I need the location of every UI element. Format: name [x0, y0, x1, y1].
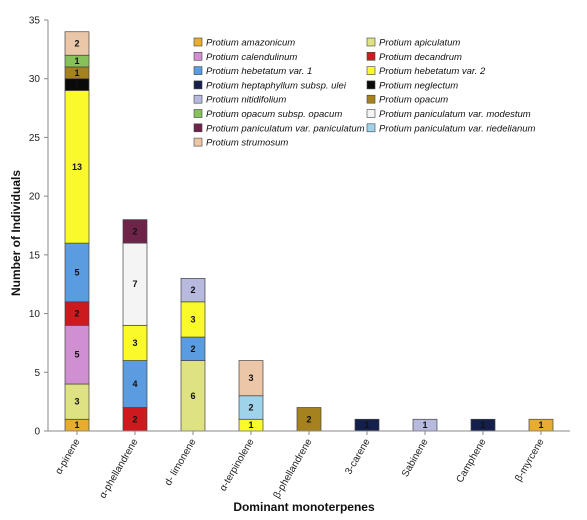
legend-label-protium-apiculatum: Protium apiculatum	[379, 38, 460, 49]
legend-swatch-protium-hebetatum-var-1	[193, 66, 203, 75]
x-tick-label: β-myrcene	[513, 437, 546, 484]
bar-value-label: 7	[132, 279, 137, 289]
bar-segment-pinene-protium-apiculatum	[64, 383, 90, 420]
bar-segment-phellandrene-protium-hebetatum-var-2	[122, 324, 148, 361]
bar-segment-terpinolene-protium-strumosum	[238, 360, 264, 397]
x-tick-label: α-phellandrene	[98, 437, 141, 501]
bar-value-label: 5	[74, 350, 79, 360]
legend-label-protium-hebetatum-var-1: Protium hebetatum var. 1	[206, 66, 312, 77]
bar-value-label: 3	[74, 397, 79, 407]
bar-value-label: 1	[74, 68, 79, 78]
bar-value-label: 6	[190, 391, 195, 401]
bar-value-label: 2	[74, 309, 79, 319]
bar-value-label: 5	[74, 267, 79, 277]
bar-segment-pinene-protium-strumosum	[64, 31, 90, 56]
y-tick-label: 30	[29, 74, 41, 85]
bar-value-label: 2	[190, 285, 195, 295]
legend-label-protium-paniculatum-var-modestum: Protium paniculatum var. modestum	[379, 109, 531, 120]
bar-value-label: 1	[74, 420, 79, 430]
y-tick-label: 35	[29, 16, 41, 27]
legend-label-protium-heptaphyllum-subsp-ulei: Protium heptaphyllum subsp. ulei	[206, 80, 347, 91]
legend-swatch-protium-strumosum	[193, 137, 203, 147]
bar-segment-pinene-protium-calendulinum	[64, 324, 90, 385]
bar-value-label: 2	[132, 414, 137, 424]
legend-swatch-protium-amazonicum	[193, 37, 203, 47]
legend-swatch-protium-heptaphyllum-subsp-ulei	[193, 80, 203, 90]
legend-swatch-protium-paniculatum-var-modestum	[366, 109, 376, 118]
x-tick-label: Camphene	[455, 437, 489, 485]
legend-label-protium-neglectum: Protium neglectum	[379, 80, 458, 91]
x-tick-label: 3-carene	[343, 437, 372, 477]
legend-label-protium-amazonicum: Protium amazonicum	[206, 38, 295, 49]
bar-value-label: 1	[74, 56, 79, 66]
bar-value-label: 3	[190, 314, 195, 324]
bar-value-label: 3	[132, 338, 137, 348]
x-axis-title: Dominant monoterpenes	[233, 500, 375, 514]
bar-value-label: 2	[190, 344, 195, 354]
bar-value-label: 2	[306, 414, 311, 424]
legend: Protium amazonicum Protium apiculatum Prot…	[193, 37, 536, 149]
y-tick-label: 15	[29, 250, 41, 261]
bar-value-label: 1	[538, 420, 543, 430]
legend-swatch-protium-nitidifolium	[193, 94, 203, 104]
y-axis: 0 5 10 15 20 25 30 35	[29, 16, 49, 438]
legend-label-protium-calendulinum: Protium calendulinum	[206, 52, 297, 63]
y-axis-title: Number of Individuals	[9, 170, 23, 296]
legend-label-protium-strumosum: Protium strumosum	[206, 138, 288, 149]
legend-label-protium-paniculatum-var-paniculatum: Protium paniculatum var. paniculatum	[206, 123, 365, 134]
legend-swatch-protium-paniculatum-var-riedelianum	[366, 123, 376, 133]
legend-label-protium-decandrum: Protium decandrum	[379, 52, 462, 63]
legend-label-protium-nitidifolium: Protium nitidifolium	[206, 95, 286, 106]
legend-swatch-protium-apiculatum	[366, 37, 376, 47]
x-tick-label: β-phellandrene	[272, 437, 315, 501]
x-axis: α-pinene α-phellandrene d- limonene α-terpi…	[48, 430, 570, 501]
legend-label-protium-opacum-subsp-opacum: Protium opacum subsp. opacum	[206, 109, 342, 120]
bar-value-label: 1	[74, 80, 79, 90]
legend-swatch-protium-decandrum	[366, 51, 376, 61]
bar-value-label: 1	[364, 420, 369, 430]
legend-swatch-protium-opacum	[366, 94, 376, 104]
y-tick-label: 10	[29, 309, 41, 320]
legend-label-protium-hebetatum-var-2: Protium hebetatum var. 2	[379, 66, 486, 77]
y-tick-label: 20	[29, 192, 41, 203]
legend-swatch-protium-opacum-subsp-opacum	[193, 109, 203, 118]
bar-value-label: 13	[72, 162, 82, 172]
bar-value-label: 2	[248, 403, 253, 413]
bar-value-label: 4	[132, 379, 137, 389]
bar-value-label: 1	[480, 420, 485, 430]
x-tick-label: α-terpinolene	[218, 437, 257, 494]
legend-swatch-protium-paniculatum-var-paniculatum	[193, 123, 203, 133]
bar-segment-d-limonene-protium-nitidifolium	[180, 277, 206, 303]
legend-swatch-protium-calendulinum	[193, 51, 203, 61]
y-tick-label: 0	[34, 427, 40, 438]
bar-value-label: 2	[132, 226, 137, 236]
y-tick-label: 5	[34, 368, 40, 379]
bar-segment-phellandrene-protium-paniculatum-var-paniculatum	[122, 219, 148, 244]
legend-swatch-protium-hebetatum-var-2	[366, 66, 376, 75]
x-tick-label: α-pinene	[54, 437, 83, 477]
x-tick-label: d- limonene	[163, 437, 199, 488]
bar-value-label: 2	[74, 38, 79, 48]
bar-value-label: 1	[422, 420, 427, 430]
bar-segment-phellandrene-protium-paniculatum-var-modestum	[122, 242, 148, 326]
legend-label-protium-opacum: Protium opacum	[379, 95, 448, 106]
legend-label-protium-paniculatum-var-riedelianum: Protium paniculatum var. riedelianum	[379, 123, 536, 134]
legend-swatch-protium-neglectum	[366, 80, 376, 90]
bar-value-label: 3	[248, 373, 253, 383]
y-tick-label: 25	[29, 133, 41, 144]
bar-segment-d-limonene-protium-hebetatum-var-2	[180, 301, 206, 338]
x-tick-label: Sabinene	[400, 437, 431, 479]
bar-value-label: 1	[248, 420, 253, 430]
bar-segment-d-limonene-protium-apiculatum	[180, 360, 206, 432]
